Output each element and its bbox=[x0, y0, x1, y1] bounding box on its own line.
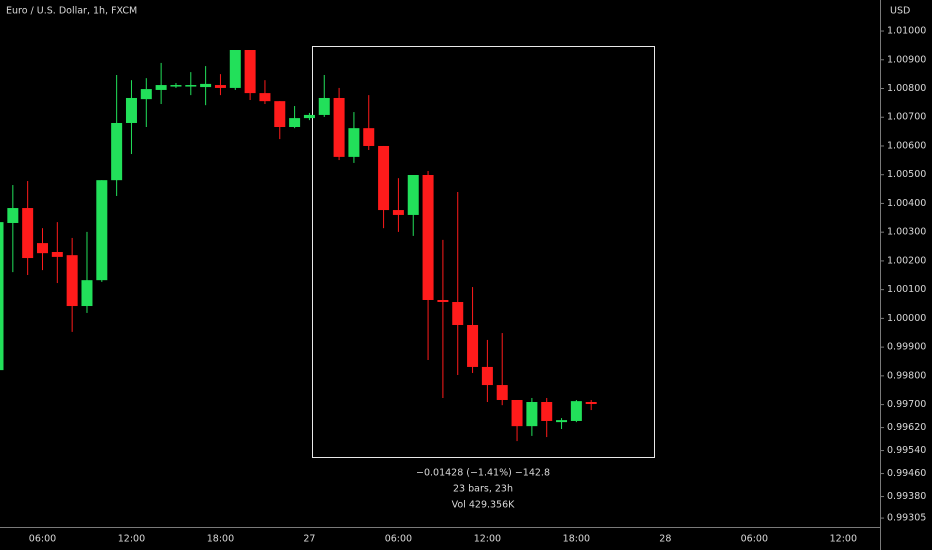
candle-body bbox=[318, 97, 330, 115]
y-tick-label: 0.99380 bbox=[887, 491, 926, 502]
y-tick-label: 0.99700 bbox=[887, 399, 926, 410]
x-tick-label: 12:00 bbox=[474, 534, 501, 545]
y-tick-label: 0.99620 bbox=[887, 422, 926, 433]
candle-body bbox=[274, 101, 286, 128]
candle-body bbox=[303, 114, 315, 119]
candle-body bbox=[407, 174, 419, 215]
candle-body bbox=[541, 402, 553, 421]
y-tick-label: 1.00800 bbox=[887, 83, 926, 94]
x-tick-label: 27 bbox=[303, 534, 315, 545]
x-tick-label: 18:00 bbox=[563, 534, 590, 545]
y-tick-label: 1.00500 bbox=[887, 169, 926, 180]
y-tick-label: 1.00700 bbox=[887, 112, 926, 123]
candle-body bbox=[229, 49, 241, 88]
x-tick-label: 06:00 bbox=[29, 534, 56, 545]
candle-body bbox=[36, 243, 48, 254]
y-tick-label: 1.00000 bbox=[887, 313, 926, 324]
candle-body bbox=[140, 89, 152, 100]
candle-body bbox=[378, 145, 390, 211]
chart-title: Euro / U.S. Dollar, 1h, FXCM bbox=[6, 6, 137, 17]
measure-box bbox=[312, 46, 655, 458]
candle-body bbox=[556, 420, 568, 423]
x-tick-label: 18:00 bbox=[207, 534, 234, 545]
candle-body bbox=[333, 97, 345, 157]
y-axis-label: USD bbox=[890, 6, 910, 17]
annotation: −0.01428 (−1.41%) −142.8 bbox=[416, 468, 550, 479]
candle-body bbox=[259, 93, 271, 102]
candle-body bbox=[96, 180, 108, 281]
y-tick-label: 0.99460 bbox=[887, 468, 926, 479]
candle-body bbox=[422, 174, 434, 300]
candle-body bbox=[22, 208, 34, 259]
candle-body bbox=[363, 128, 375, 146]
y-tick-label: 1.00300 bbox=[887, 227, 926, 238]
candle-body bbox=[185, 85, 197, 87]
candle-body bbox=[526, 402, 538, 427]
y-tick-label: 0.99900 bbox=[887, 342, 926, 353]
y-tick-label: 0.99540 bbox=[887, 445, 926, 456]
candle-body bbox=[585, 402, 597, 405]
y-tick-label: 1.00200 bbox=[887, 255, 926, 266]
y-tick-label: 1.00100 bbox=[887, 284, 926, 295]
candle-body bbox=[0, 222, 4, 371]
candle-body bbox=[481, 366, 493, 386]
candle-body bbox=[244, 49, 256, 94]
candle-body bbox=[111, 122, 123, 181]
annotation: Vol 429.356K bbox=[452, 500, 516, 511]
candle-body bbox=[392, 210, 404, 215]
candle-body bbox=[214, 85, 226, 88]
candle-body bbox=[348, 128, 360, 157]
candle-body bbox=[170, 85, 182, 87]
x-tick-label: 06:00 bbox=[385, 534, 412, 545]
candle-body bbox=[496, 385, 508, 400]
y-tick-label: 1.00900 bbox=[887, 54, 926, 65]
y-tick-label: 1.00600 bbox=[887, 140, 926, 151]
candle-body bbox=[81, 280, 93, 307]
candle-body bbox=[125, 97, 137, 123]
candle-body bbox=[437, 299, 449, 303]
candle-body bbox=[7, 208, 19, 223]
candle-body bbox=[570, 401, 582, 421]
x-tick-label: 28 bbox=[659, 534, 671, 545]
x-tick-label: 12:00 bbox=[118, 534, 145, 545]
x-tick-label: 12:00 bbox=[830, 534, 857, 545]
candle-body bbox=[452, 302, 464, 325]
candle-body bbox=[467, 324, 479, 367]
x-tick-label: 06:00 bbox=[741, 534, 768, 545]
candle-body bbox=[155, 85, 167, 90]
candle-body bbox=[51, 252, 63, 257]
candle-body bbox=[200, 83, 212, 88]
candle-body bbox=[511, 399, 523, 427]
y-tick-label: 0.99800 bbox=[887, 370, 926, 381]
y-tick-label: 0.99305 bbox=[887, 513, 926, 524]
annotation: 23 bars, 23h bbox=[453, 484, 513, 495]
y-tick-label: 1.00400 bbox=[887, 198, 926, 209]
candle-body bbox=[66, 255, 78, 307]
y-tick-label: 1.01000 bbox=[887, 26, 926, 37]
candle-body bbox=[289, 118, 301, 128]
